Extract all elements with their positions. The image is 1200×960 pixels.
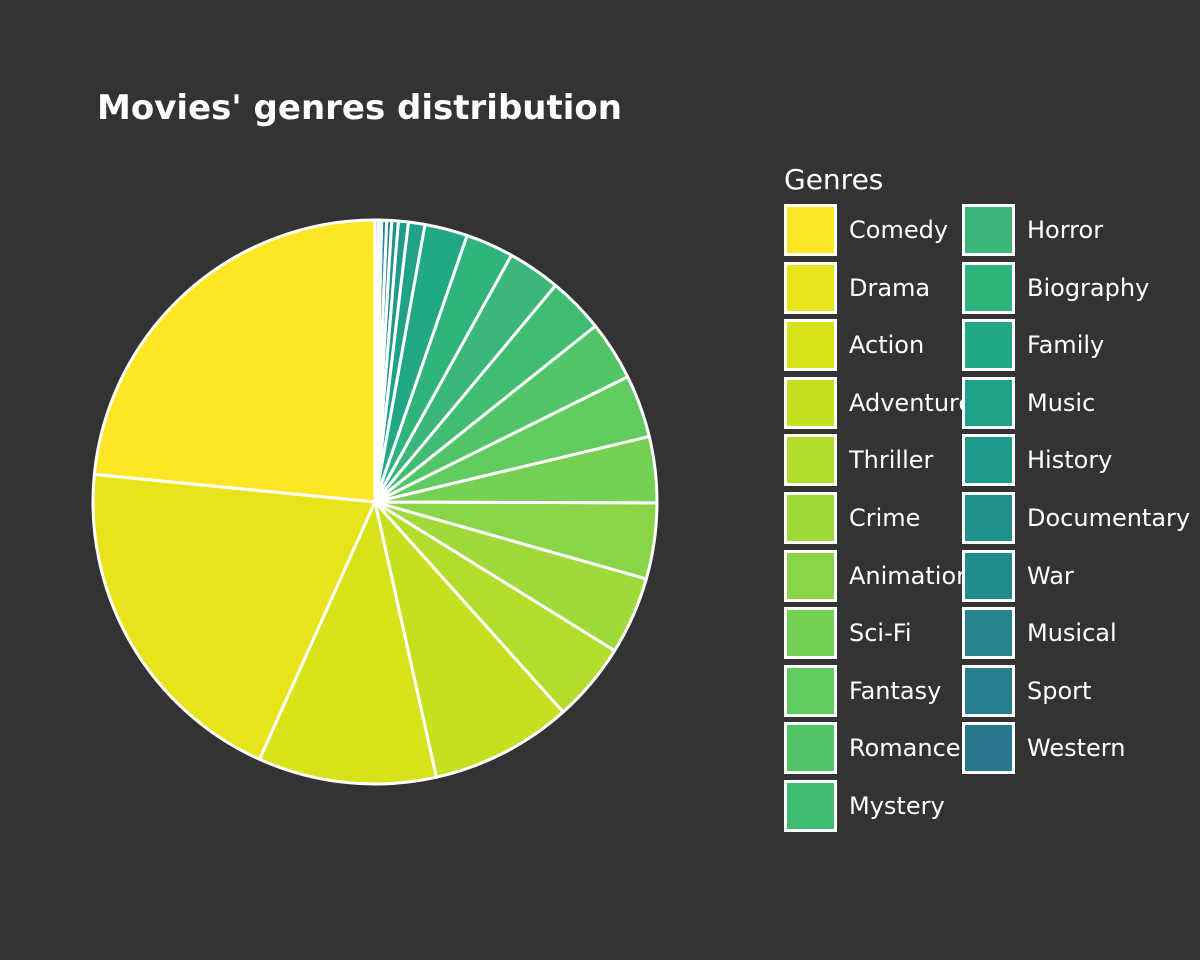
legend-label-sport: Sport (1027, 676, 1092, 705)
chart-title: Movies' genres distribution (97, 88, 622, 128)
legend-item-documentary: Documentary (962, 490, 1200, 548)
legend: Genres Comedy Drama Action Adventure Thrille… (784, 162, 1190, 832)
legend-item-musical: Musical (962, 605, 1200, 663)
legend-swatch-biography (962, 261, 1015, 314)
legend-item-animation: Animation (784, 548, 1024, 606)
legend-label-music: Music (1027, 388, 1096, 417)
legend-label-musical: Musical (1027, 619, 1117, 648)
legend-swatch-war (962, 549, 1015, 602)
legend-swatch-horror (962, 204, 1015, 256)
legend-item-music: Music (962, 375, 1200, 433)
legend-swatch-sci-fi (784, 607, 837, 660)
legend-swatch-adventure (784, 376, 837, 429)
legend-swatch-fantasy (784, 664, 837, 717)
legend-swatch-history (962, 434, 1015, 487)
legend-swatch-thriller (784, 434, 837, 487)
legend-swatch-action (784, 319, 837, 372)
legend-item-biography: Biography (962, 260, 1200, 318)
legend-label-romance: Romance (849, 734, 961, 763)
pie-chart (91, 218, 659, 786)
legend-label-action: Action (849, 331, 925, 360)
legend-label-documentary: Documentary (1027, 504, 1191, 532)
legend-item-comedy: Comedy (784, 202, 1024, 260)
legend-item-war: War (962, 548, 1200, 606)
pie-slice-drama (91, 472, 377, 761)
legend-swatch-animation (784, 549, 837, 602)
legend-title: Genres (784, 163, 884, 196)
legend-swatch-mystery (784, 780, 837, 832)
legend-swatch-western (962, 722, 1015, 775)
legend-label-thriller: Thriller (849, 446, 934, 475)
legend-item-history: History (962, 432, 1200, 490)
legend-swatch-crime (784, 492, 837, 544)
legend-label-comedy: Comedy (849, 216, 949, 244)
legend-item-crime: Crime (784, 490, 1024, 548)
legend-item-adventure: Adventure (784, 375, 1024, 433)
legend-item-sport: Sport (962, 663, 1200, 721)
legend-swatch-music (962, 376, 1015, 429)
pie-slice-action (258, 500, 438, 786)
legend-item-fantasy: Fantasy (784, 663, 1024, 721)
legend-label-crime: Crime (849, 504, 921, 532)
legend-label-adventure: Adventure (849, 388, 974, 417)
legend-item-family: Family (962, 317, 1200, 375)
legend-item-mystery: Mystery (784, 778, 1024, 836)
legend-label-horror: Horror (1027, 216, 1104, 244)
legend-swatch-drama (784, 261, 837, 314)
legend-label-family: Family (1027, 331, 1105, 360)
legend-label-war: War (1027, 561, 1074, 590)
legend-item-western: Western (962, 720, 1200, 778)
legend-item-horror: Horror (962, 202, 1200, 260)
legend-item-romance: Romance (784, 720, 1024, 778)
legend-swatch-family (962, 319, 1015, 372)
legend-label-biography: Biography (1027, 273, 1150, 302)
pie-slice-western (373, 218, 380, 504)
legend-label-mystery: Mystery (849, 792, 945, 820)
pie-slice-comedy (92, 218, 377, 504)
legend-swatch-sport (962, 664, 1015, 717)
legend-swatch-comedy (784, 204, 837, 256)
legend-item-action: Action (784, 317, 1024, 375)
legend-swatch-musical (962, 607, 1015, 660)
legend-label-animation: Animation (849, 561, 972, 590)
pie-slice-adventure (373, 500, 565, 779)
legend-swatch-romance (784, 722, 837, 775)
legend-swatch-documentary (962, 492, 1015, 544)
legend-item-sci-fi: Sci-Fi (784, 605, 1024, 663)
legend-label-history: History (1027, 446, 1113, 475)
legend-label-fantasy: Fantasy (849, 676, 942, 705)
legend-label-western: Western (1027, 734, 1126, 763)
legend-label-drama: Drama (849, 273, 931, 302)
legend-label-sci-fi: Sci-Fi (849, 619, 912, 648)
legend-item-thriller: Thriller (784, 432, 1024, 490)
legend-item-drama: Drama (784, 260, 1024, 318)
